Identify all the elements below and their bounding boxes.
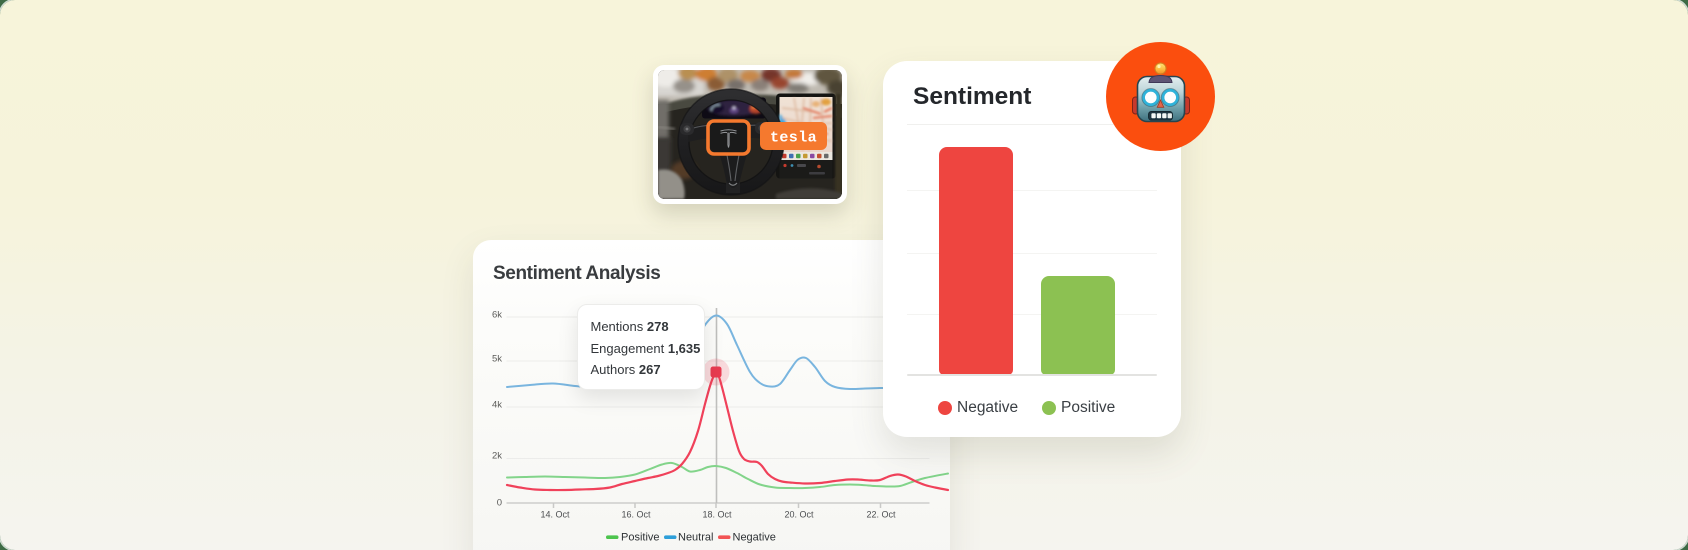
svg-text:4k: 4k <box>492 400 502 411</box>
svg-text:0: 0 <box>497 498 502 509</box>
svg-text:6k: 6k <box>492 310 502 321</box>
svg-text:14. Oct: 14. Oct <box>540 510 570 520</box>
svg-text:16. Oct: 16. Oct <box>621 510 651 520</box>
svg-text:Negative: Negative <box>733 532 776 544</box>
svg-text:tesla: tesla <box>770 130 817 147</box>
svg-text:20. Oct: 20. Oct <box>784 510 814 520</box>
svg-text:18. Oct: 18. Oct <box>702 510 732 520</box>
svg-text:5k: 5k <box>492 354 502 365</box>
svg-text:22. Oct: 22. Oct <box>866 510 896 520</box>
svg-text:Neutral: Neutral <box>678 532 713 544</box>
svg-text:Positive: Positive <box>621 532 660 544</box>
svg-text:2k: 2k <box>492 451 502 462</box>
